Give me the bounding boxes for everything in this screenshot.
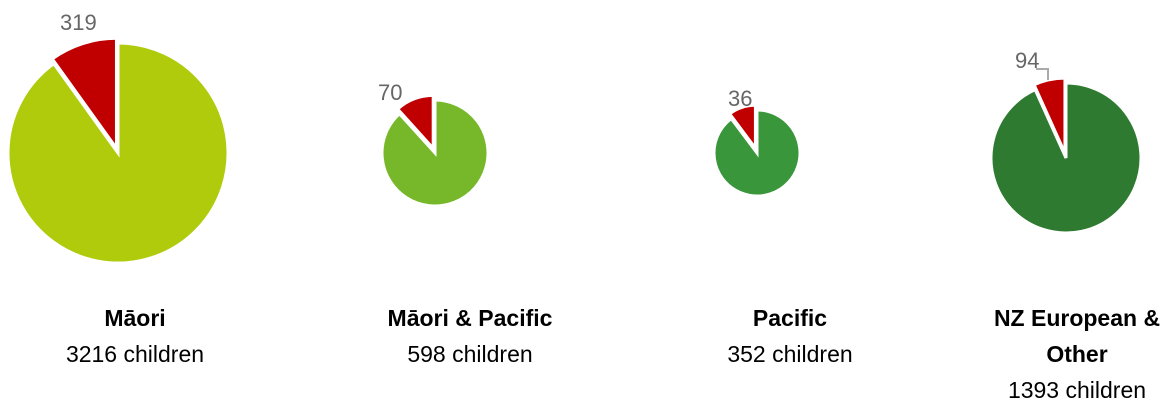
pie-subtitle: 3216 children: [65, 341, 205, 367]
slice: [6, 41, 230, 265]
pie-subtitle: 1393 children: [1007, 377, 1147, 403]
leader-line: [1036, 68, 1049, 80]
slice: [989, 81, 1143, 235]
value-label: 36: [728, 86, 752, 111]
value-label: 70: [378, 80, 402, 105]
caption: NZ European & Other 1393 children: [982, 300, 1172, 408]
slice: [712, 108, 802, 198]
pie-title: Māori & Pacific: [387, 305, 553, 331]
slice: [50, 36, 118, 153]
value-label: 319: [60, 10, 97, 35]
pie-title: Māori: [104, 305, 166, 331]
pie: [380, 93, 490, 208]
slice: [727, 103, 757, 153]
pie: [6, 36, 230, 265]
pie-title: Pacific: [752, 305, 828, 331]
pie: [712, 103, 802, 198]
slice: [1032, 76, 1067, 154]
slice: [380, 98, 490, 208]
pie-title: NZ European & Other: [993, 305, 1161, 367]
caption: Pacific 352 children: [690, 300, 890, 372]
caption: Māori 3216 children: [35, 300, 235, 372]
caption: Māori & Pacific 598 children: [370, 300, 570, 372]
slice: [395, 93, 435, 153]
pie-subtitle: 598 children: [407, 341, 533, 367]
pie: [989, 76, 1143, 235]
pie-subtitle: 352 children: [727, 341, 853, 367]
value-label: 94: [1015, 48, 1039, 73]
